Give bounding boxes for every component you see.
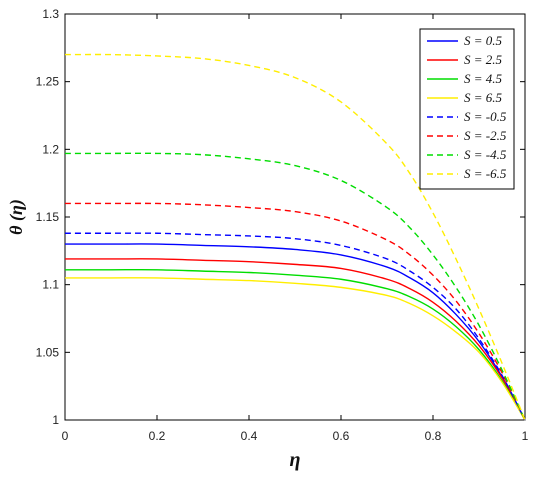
- series-line-2: [65, 258, 526, 421]
- legend-label-4: S = 6.5: [464, 90, 503, 105]
- x-tick-label: 0: [62, 429, 69, 443]
- legend-label-3: S = 4.5: [464, 71, 503, 86]
- x-tick-label: 0.2: [149, 429, 166, 443]
- legend-box: [419, 28, 515, 190]
- legend-label-2: S = 2.5: [464, 52, 503, 67]
- series-line-1: [65, 243, 526, 421]
- legend-label-6: S = -2.5: [464, 128, 507, 143]
- legend-label-1: S = 0.5: [464, 33, 503, 48]
- x-tick-label: 0.8: [425, 429, 442, 443]
- y-tick-label: 1.05: [36, 345, 60, 359]
- series-lines: [64, 53, 526, 421]
- x-tick-label: 1: [522, 429, 529, 443]
- x-tick-label: 0.4: [241, 429, 258, 443]
- legend: S = 0.5 S = 2.5 S = 4.5 S = 6.5 S = -0.5 S = …: [419, 28, 515, 190]
- y-axis-label: θ (η): [6, 199, 27, 235]
- x-axis-label: η: [290, 449, 301, 471]
- series-line-8: [64, 53, 526, 421]
- series-line-7: [65, 152, 526, 421]
- series-line-4: [64, 277, 526, 421]
- series-line-3: [65, 268, 526, 421]
- y-tick-label: 1.15: [36, 210, 60, 224]
- y-tick-label: 1.3: [42, 7, 59, 21]
- y-tick-label: 1.25: [36, 75, 60, 89]
- x-tick-label: 0.6: [333, 429, 350, 443]
- legend-label-7: S = -4.5: [464, 147, 507, 162]
- series-line-5: [65, 232, 526, 421]
- legend-label-8: S = -6.5: [464, 166, 507, 181]
- legend-label-5: S = -0.5: [464, 109, 507, 124]
- y-tick-label: 1.1: [42, 278, 59, 292]
- axis-ticks: 0 0.2 0.4 0.6 0.8 1 1 1.05 1.1 1.15 1.2 1.25 1.3: [36, 7, 529, 443]
- series-line-6: [65, 202, 526, 421]
- y-tick-label: 1.2: [42, 142, 59, 156]
- y-tick-label: 1: [52, 413, 59, 427]
